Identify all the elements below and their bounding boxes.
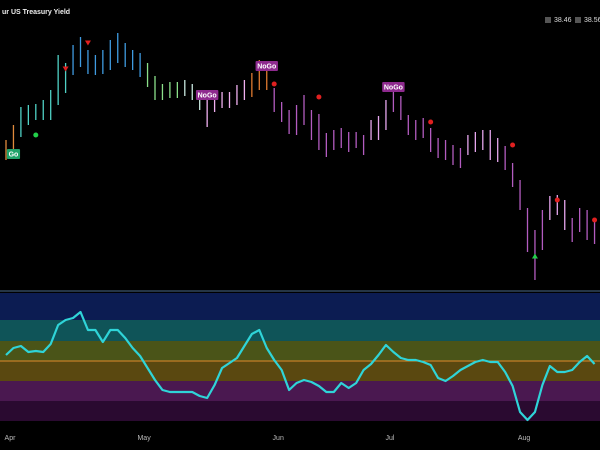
signal-dot [592, 217, 598, 223]
x-tick-label: Jun [273, 435, 284, 442]
signal-dot [33, 132, 39, 138]
icon [575, 17, 581, 23]
oscillator-band [0, 381, 600, 401]
annotation-label: NoGo [257, 63, 276, 70]
price-label: 38.46 [554, 17, 572, 24]
annotation-label: NoGo [384, 84, 403, 91]
price-label: 38.56 [584, 17, 600, 24]
oscillator-band [0, 341, 600, 361]
signal-triangle [531, 253, 538, 259]
annotation-label: Go [9, 151, 19, 158]
oscillator-band [0, 293, 600, 320]
annotation-box [255, 61, 278, 71]
signal-triangle [62, 66, 69, 72]
signal-dot [510, 142, 516, 148]
annotation-label: NoGo [198, 92, 217, 99]
signal-dot [428, 119, 434, 125]
annotation-box [195, 90, 219, 100]
oscillator-line [5, 310, 596, 422]
signal-dot [554, 197, 560, 203]
signal-triangle [84, 40, 91, 46]
x-tick-label: May [137, 435, 151, 442]
x-tick-label: Apr [5, 435, 17, 442]
x-tick-label: Jul [385, 435, 394, 442]
signal-dot [316, 94, 322, 100]
x-tick-label: Aug [518, 435, 531, 442]
annotation-box [382, 82, 405, 92]
icon [545, 17, 551, 23]
oscillator-band [0, 401, 600, 421]
oscillator-band [0, 361, 600, 381]
chart-title: ur US Treasury Yield [2, 9, 70, 16]
annotation-box [6, 149, 21, 159]
signal-dot [271, 81, 277, 87]
oscillator-band [0, 320, 600, 341]
